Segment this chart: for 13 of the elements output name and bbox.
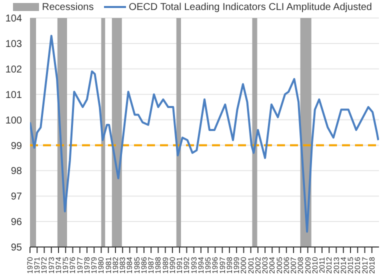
line-series <box>30 34 379 233</box>
y-tick-label: 96 <box>10 217 22 228</box>
y-tick-label: 98 <box>10 166 22 178</box>
y-tick-label: 103 <box>5 38 22 50</box>
legend-label: OECD Total Leading Indicators CLI Amplitude Adjusted <box>128 2 372 12</box>
y-tick-label: 102 <box>5 64 22 76</box>
y-tick-label: 95 <box>10 242 22 254</box>
y-tick-label: 100 <box>5 115 22 126</box>
y-tick-label: 97 <box>10 192 22 203</box>
y-tick-label: 99 <box>10 140 22 152</box>
legend-label: Recessions <box>42 2 94 12</box>
y-tick-label: 101 <box>5 90 22 101</box>
y-tick-label: 104 <box>5 14 22 25</box>
